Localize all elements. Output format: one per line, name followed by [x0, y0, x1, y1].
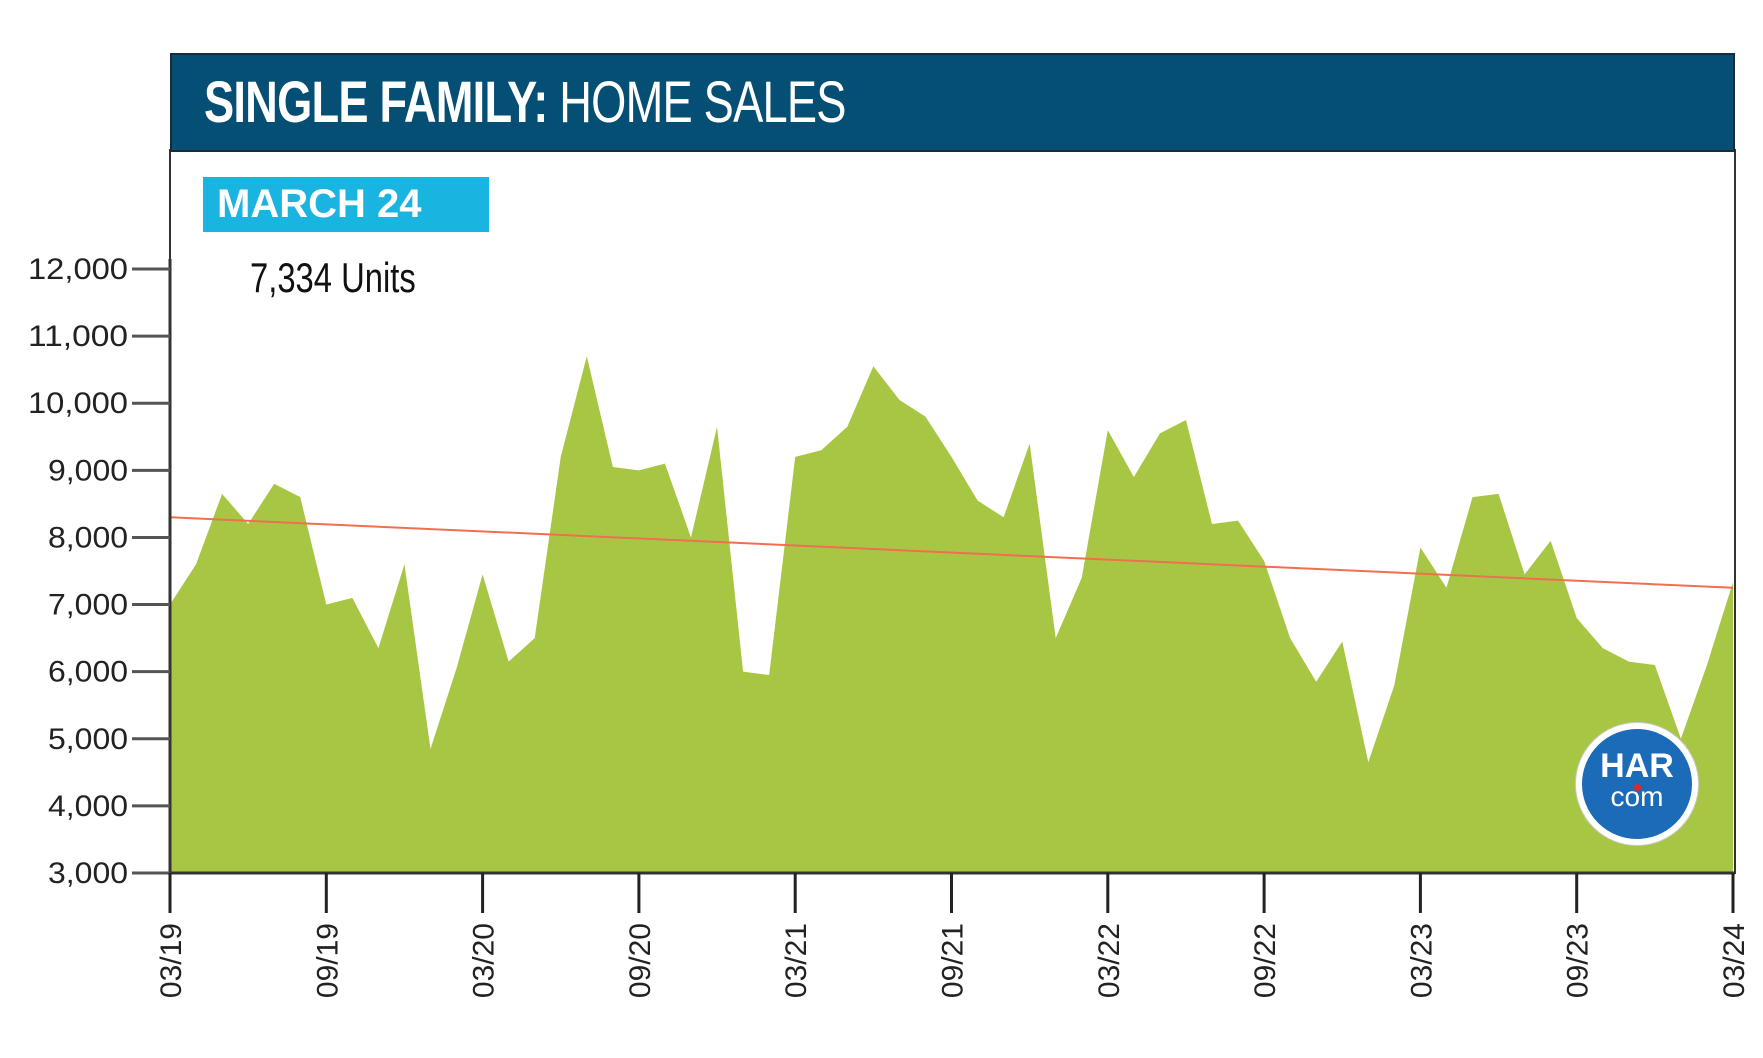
y-tick-label: 10,000 [28, 387, 128, 420]
x-tick-label: 03/20 [468, 923, 501, 998]
units-value: 7,334 Units [250, 254, 416, 301]
x-tick-label: 03/21 [780, 923, 813, 998]
x-tick-label: 03/24 [1718, 923, 1751, 998]
x-tick-label: 03/23 [1405, 923, 1438, 998]
y-tick-label: 3,000 [48, 857, 128, 890]
x-tick-label: 03/19 [155, 923, 188, 998]
y-tick-label: 7,000 [48, 589, 128, 622]
x-tick-label: 03/22 [1093, 923, 1126, 998]
x-tick-label: 09/21 [937, 923, 970, 998]
trend-line [169, 516, 1734, 589]
y-tick-label: 9,000 [48, 454, 128, 487]
chart-header: SINGLE FAMILY: HOME SALES [170, 53, 1735, 152]
y-tick-label: 5,000 [48, 723, 128, 756]
y-tick-label: 12,000 [28, 253, 128, 286]
x-tick-label: 09/22 [1249, 923, 1282, 998]
logo-text-har: HAR [1600, 747, 1674, 785]
har-logo: HAR com [1576, 723, 1698, 845]
logo-dot [1634, 784, 1641, 791]
y-tick-label: 11,000 [28, 320, 128, 353]
x-tick-label: 09/19 [311, 923, 344, 998]
y-tick-label: 4,000 [48, 790, 128, 823]
y-tick-label: 8,000 [48, 521, 128, 554]
y-tick-label: 6,000 [48, 656, 128, 689]
sales-area [170, 356, 1733, 873]
month-badge: MARCH 24 [203, 177, 489, 232]
x-tick-label: 09/23 [1562, 923, 1595, 998]
title-rest: HOME SALES [547, 70, 846, 135]
title-bold: SINGLE FAMILY: [204, 70, 548, 135]
x-tick-label: 09/20 [624, 923, 657, 998]
chart-title: SINGLE FAMILY: HOME SALES [204, 69, 846, 136]
